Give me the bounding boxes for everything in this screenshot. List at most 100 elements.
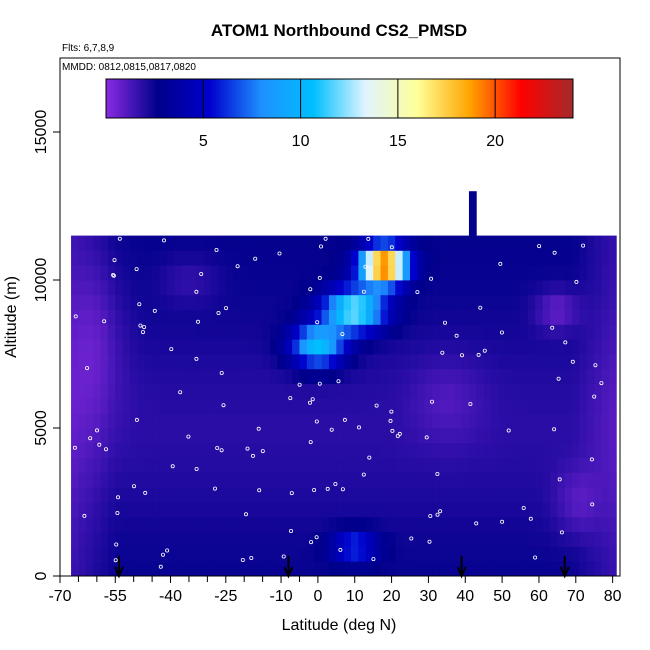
heatmap-cell xyxy=(314,531,322,547)
heatmap-cell xyxy=(144,354,153,370)
heatmap-cell xyxy=(594,383,602,399)
heatmap-cell xyxy=(343,428,352,444)
heatmap-cell xyxy=(432,413,440,429)
heatmap-cell xyxy=(513,442,521,458)
heatmap-cell xyxy=(284,457,293,473)
sample-point xyxy=(165,548,170,553)
heatmap-cell xyxy=(365,368,374,384)
sample-point xyxy=(312,487,317,492)
heatmap-cell xyxy=(520,398,529,414)
heatmap-cell xyxy=(174,339,182,355)
heatmap-cell xyxy=(100,294,109,310)
heatmap-cell xyxy=(439,428,448,444)
heatmap-cell xyxy=(292,294,300,310)
heatmap-cell xyxy=(572,457,580,473)
heatmap-cell xyxy=(336,428,345,444)
heatmap-cell xyxy=(321,428,330,444)
heatmap-cell xyxy=(454,324,462,340)
heatmap-cell xyxy=(144,339,153,355)
y-tick-label: 5000 xyxy=(33,410,50,446)
profile-arrows xyxy=(114,556,570,579)
heatmap-cell xyxy=(520,368,529,384)
heatmap-cell xyxy=(115,531,124,547)
heatmap-cell xyxy=(594,472,602,488)
heatmap-cell xyxy=(550,309,558,325)
heatmap-cell xyxy=(152,398,160,414)
heatmap-cell xyxy=(336,265,345,281)
heatmap-cell xyxy=(527,398,536,414)
heatmap-cell xyxy=(505,383,514,399)
heatmap-cell xyxy=(100,428,109,444)
heatmap-cell xyxy=(498,354,507,370)
heatmap-cell xyxy=(314,280,322,296)
sample-point xyxy=(468,401,473,406)
sample-point xyxy=(438,509,443,514)
sample-point xyxy=(429,276,434,281)
heatmap-cell xyxy=(505,294,514,310)
heatmap-cell xyxy=(247,457,256,473)
heatmap-cell xyxy=(586,561,595,576)
heatmap-cell xyxy=(85,457,94,473)
heatmap-cell xyxy=(410,354,418,370)
heatmap-cell xyxy=(240,368,249,384)
heatmap-cell xyxy=(211,457,219,473)
heatmap-cell xyxy=(277,383,286,399)
heatmap-cell xyxy=(292,428,300,444)
heatmap-cell xyxy=(130,294,138,310)
heatmap-cell xyxy=(395,354,404,370)
heatmap-cell xyxy=(93,309,101,325)
heatmap-cell xyxy=(233,472,241,488)
heatmap-cell xyxy=(130,235,138,251)
heatmap-cell xyxy=(586,235,595,251)
heatmap-cell xyxy=(608,294,617,310)
heatmap-cell xyxy=(115,516,124,532)
heatmap-cell xyxy=(608,368,617,384)
heatmap-cell xyxy=(130,398,138,414)
heatmap-cell xyxy=(314,502,322,518)
heatmap-cell xyxy=(321,280,330,296)
heatmap-cell xyxy=(491,280,499,296)
heatmap-cell xyxy=(225,324,234,340)
heatmap-cell xyxy=(152,294,160,310)
heatmap-cell xyxy=(402,487,411,503)
sample-point xyxy=(142,325,147,330)
sample-point xyxy=(367,455,372,460)
heatmap-cell xyxy=(527,250,536,266)
heatmap-cell xyxy=(351,354,359,370)
heatmap-cell xyxy=(491,487,499,503)
heatmap-cell xyxy=(476,339,485,355)
heatmap-cell xyxy=(468,516,477,532)
heatmap-cell xyxy=(122,516,131,532)
heatmap-cell xyxy=(188,413,197,429)
heatmap-cell xyxy=(586,368,595,384)
heatmap-cell xyxy=(542,339,551,355)
heatmap-cell xyxy=(387,398,396,414)
heatmap-cell xyxy=(387,561,396,576)
heatmap-cell xyxy=(270,309,278,325)
heatmap-cell xyxy=(115,309,124,325)
heatmap-cell xyxy=(225,235,234,251)
heatmap-cell xyxy=(410,383,418,399)
heatmap-cell xyxy=(166,368,175,384)
heatmap-cell xyxy=(557,354,566,370)
heatmap-cell xyxy=(100,398,109,414)
heatmap-cell xyxy=(461,354,470,370)
heatmap-cell xyxy=(262,383,271,399)
heatmap-cell xyxy=(468,220,477,236)
heatmap-cell xyxy=(240,413,249,429)
heatmap-cell xyxy=(299,354,308,370)
heatmap-cell xyxy=(395,457,404,473)
heatmap-cell xyxy=(137,531,146,547)
heatmap-cell xyxy=(351,516,359,532)
sample-point xyxy=(102,319,107,324)
heatmap-cell xyxy=(365,383,374,399)
sample-point xyxy=(97,442,102,447)
heatmap-cell xyxy=(365,428,374,444)
heatmap-cell xyxy=(498,472,507,488)
heatmap-cell xyxy=(130,368,138,384)
heatmap-cell xyxy=(144,487,153,503)
heatmap-cell xyxy=(328,457,337,473)
heatmap-cell xyxy=(358,294,367,310)
sample-point xyxy=(314,419,319,424)
heatmap-cell xyxy=(483,428,492,444)
